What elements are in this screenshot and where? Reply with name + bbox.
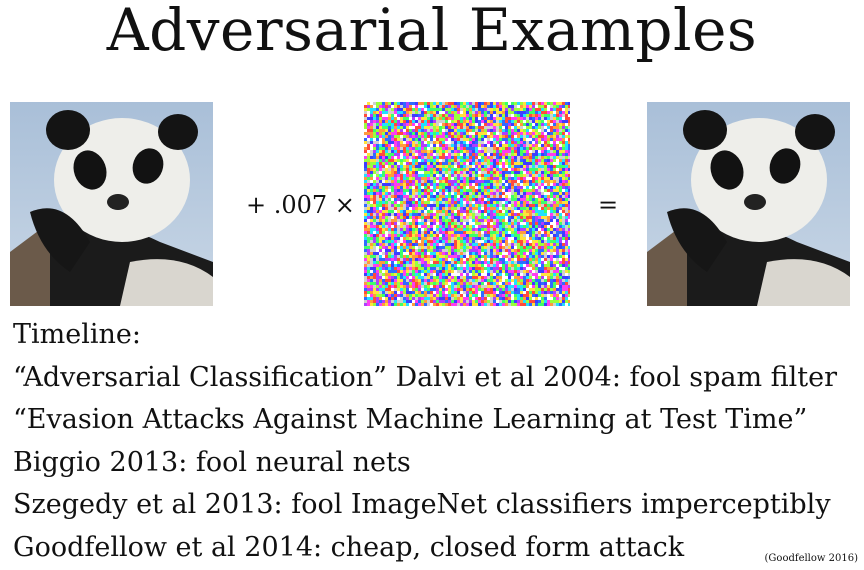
timeline-list: Timeline: “Adversarial Classification” D… xyxy=(13,314,837,569)
timeline-item: Szegedy et al 2013: fool ImageNet classi… xyxy=(13,489,831,520)
panda-image-adversarial xyxy=(647,102,850,306)
credit-citation: (Goodfellow 2016) xyxy=(764,553,858,564)
timeline-heading: Timeline: xyxy=(13,319,141,350)
noise-pattern xyxy=(364,102,570,306)
timeline-item: “Evasion Attacks Against Machine Learnin… xyxy=(13,404,808,435)
timeline-item: Goodfellow et al 2014: cheap, closed for… xyxy=(13,531,685,563)
multiply-operator: + .007 × xyxy=(246,191,355,219)
timeline-item: “Adversarial Classification” Dalvi et al… xyxy=(13,361,838,393)
panda-illustration xyxy=(10,102,213,306)
slide-title: Adversarial Examples xyxy=(106,0,758,64)
equals-operator: = xyxy=(598,191,619,219)
panda-image-original xyxy=(10,102,213,306)
panda-illustration-adversarial xyxy=(647,102,850,306)
noise-perturbation-image xyxy=(364,102,570,306)
timeline-item: Biggio 2013: fool neural nets xyxy=(13,446,411,478)
